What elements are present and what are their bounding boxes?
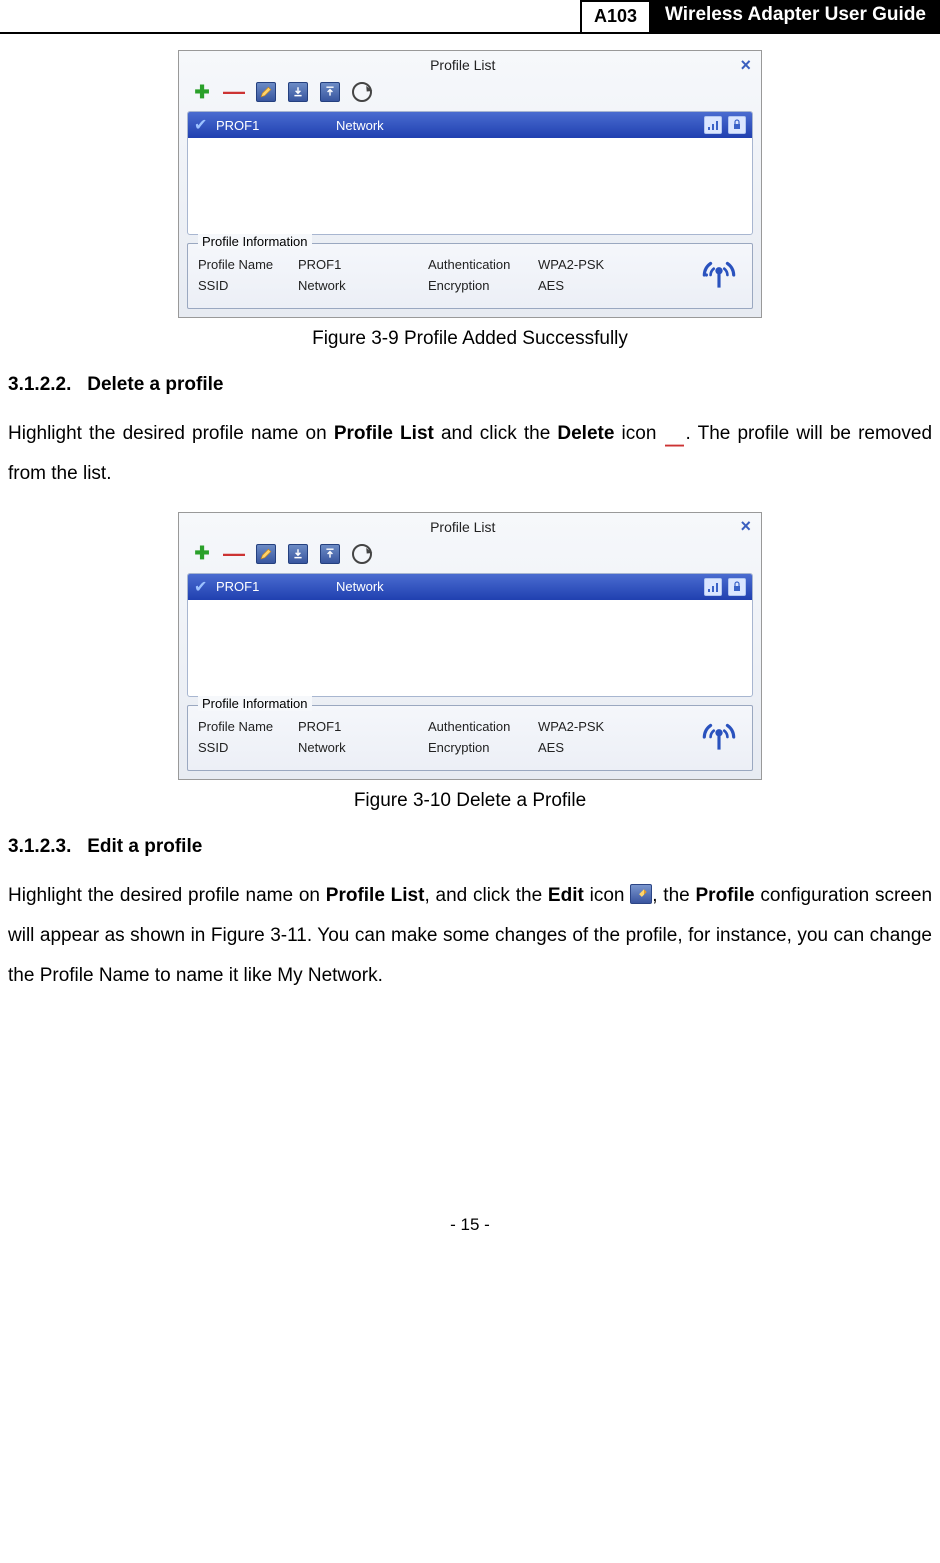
profile-list: ✔ PROF1 Network bbox=[187, 111, 753, 235]
label-profile-name: Profile Name bbox=[198, 257, 298, 272]
refresh-icon-2[interactable] bbox=[351, 543, 373, 565]
doc-title: Wireless Adapter User Guide bbox=[651, 0, 940, 32]
delete-icon-2[interactable]: — bbox=[223, 543, 245, 565]
edit-profile-paragraph: Highlight the desired profile name on Pr… bbox=[8, 876, 932, 996]
figure-3-10: Profile List × ✚ — ✔ PROF1 Network bbox=[8, 512, 932, 780]
profile-info-panel-2: Profile Information Profile Name PROF1 A… bbox=[187, 705, 753, 771]
add-icon[interactable]: ✚ bbox=[191, 81, 213, 103]
profile-list-window: Profile List × ✚ — ✔ PROF1 Network bbox=[178, 50, 762, 318]
close-icon[interactable]: × bbox=[738, 55, 753, 76]
profile-list-2: ✔ PROF1 Network bbox=[187, 573, 753, 697]
page-body: Profile List × ✚ — ✔ PROF1 Network bbox=[0, 34, 940, 1255]
figure-3-9: Profile List × ✚ — ✔ PROF1 Network bbox=[8, 50, 932, 318]
info-legend: Profile Information bbox=[198, 234, 312, 249]
section-title-2: Edit a profile bbox=[87, 836, 202, 857]
profile-name-cell: PROF1 bbox=[216, 118, 336, 133]
section-3-1-2-2: 3.1.2.2. Delete a profile bbox=[8, 374, 932, 396]
antenna-icon-2 bbox=[696, 714, 742, 760]
delete-icon[interactable]: — bbox=[223, 81, 245, 103]
window-titlebar-2: Profile List × bbox=[181, 515, 759, 539]
signal-icon bbox=[704, 116, 722, 134]
import-icon-2[interactable] bbox=[287, 543, 309, 565]
active-check-icon: ✔ bbox=[194, 115, 216, 135]
active-check-icon-2: ✔ bbox=[194, 577, 216, 597]
value-profile-name: PROF1 bbox=[298, 257, 428, 272]
figure-3-9-caption: Figure 3-9 Profile Added Successfully bbox=[8, 328, 932, 350]
info-grid-2: Profile Name PROF1 Authentication WPA2-P… bbox=[198, 719, 696, 755]
value-auth: WPA2-PSK bbox=[538, 257, 638, 272]
figure-3-10-caption: Figure 3-10 Delete a Profile bbox=[8, 790, 932, 812]
label-ssid: SSID bbox=[198, 278, 298, 293]
security-icon bbox=[728, 116, 746, 134]
signal-icon-2 bbox=[704, 578, 722, 596]
delete-profile-paragraph: Highlight the desired profile name on Pr… bbox=[8, 414, 932, 494]
value-ssid-2: Network bbox=[298, 740, 428, 755]
section-title: Delete a profile bbox=[87, 374, 223, 395]
value-ssid: Network bbox=[298, 278, 428, 293]
export-icon-2[interactable] bbox=[319, 543, 341, 565]
toolbar-2: ✚ — bbox=[181, 539, 759, 573]
import-icon[interactable] bbox=[287, 81, 309, 103]
section-num: 3.1.2.2. bbox=[8, 374, 71, 395]
label-enc: Encryption bbox=[428, 278, 538, 293]
window-title-2: Profile List bbox=[187, 519, 738, 535]
inline-delete-icon: — bbox=[664, 426, 686, 440]
profile-info-panel: Profile Information Profile Name PROF1 A… bbox=[187, 243, 753, 309]
refresh-icon[interactable] bbox=[351, 81, 373, 103]
value-enc-2: AES bbox=[538, 740, 638, 755]
edit-icon-2[interactable] bbox=[255, 543, 277, 565]
inline-edit-icon bbox=[630, 884, 652, 904]
value-enc: AES bbox=[538, 278, 638, 293]
add-icon-2[interactable]: ✚ bbox=[191, 543, 213, 565]
profile-list-window-2: Profile List × ✚ — ✔ PROF1 Network bbox=[178, 512, 762, 780]
section-num-2: 3.1.2.3. bbox=[8, 836, 71, 857]
close-icon-2[interactable]: × bbox=[738, 516, 753, 537]
window-titlebar: Profile List × bbox=[181, 53, 759, 77]
window-title: Profile List bbox=[187, 57, 738, 73]
row-icons bbox=[704, 116, 746, 134]
profile-name-cell-2: PROF1 bbox=[216, 579, 336, 594]
network-cell: Network bbox=[336, 118, 704, 133]
model-id: A103 bbox=[580, 0, 651, 32]
toolbar: ✚ — bbox=[181, 77, 759, 111]
antenna-icon bbox=[696, 252, 742, 298]
value-auth-2: WPA2-PSK bbox=[538, 719, 638, 734]
row-icons-2 bbox=[704, 578, 746, 596]
label-ssid-2: SSID bbox=[198, 740, 298, 755]
header-spacer bbox=[0, 0, 580, 32]
label-enc-2: Encryption bbox=[428, 740, 538, 755]
network-cell-2: Network bbox=[336, 579, 704, 594]
page-number: - 15 - bbox=[8, 1215, 932, 1255]
edit-icon[interactable] bbox=[255, 81, 277, 103]
info-grid: Profile Name PROF1 Authentication WPA2-P… bbox=[198, 257, 696, 293]
label-auth-2: Authentication bbox=[428, 719, 538, 734]
info-legend-2: Profile Information bbox=[198, 696, 312, 711]
doc-header: A103 Wireless Adapter User Guide bbox=[0, 0, 940, 34]
export-icon[interactable] bbox=[319, 81, 341, 103]
profile-row-2[interactable]: ✔ PROF1 Network bbox=[188, 574, 752, 600]
security-icon-2 bbox=[728, 578, 746, 596]
label-auth: Authentication bbox=[428, 257, 538, 272]
section-3-1-2-3: 3.1.2.3. Edit a profile bbox=[8, 836, 932, 858]
value-profile-name-2: PROF1 bbox=[298, 719, 428, 734]
label-profile-name-2: Profile Name bbox=[198, 719, 298, 734]
profile-row[interactable]: ✔ PROF1 Network bbox=[188, 112, 752, 138]
